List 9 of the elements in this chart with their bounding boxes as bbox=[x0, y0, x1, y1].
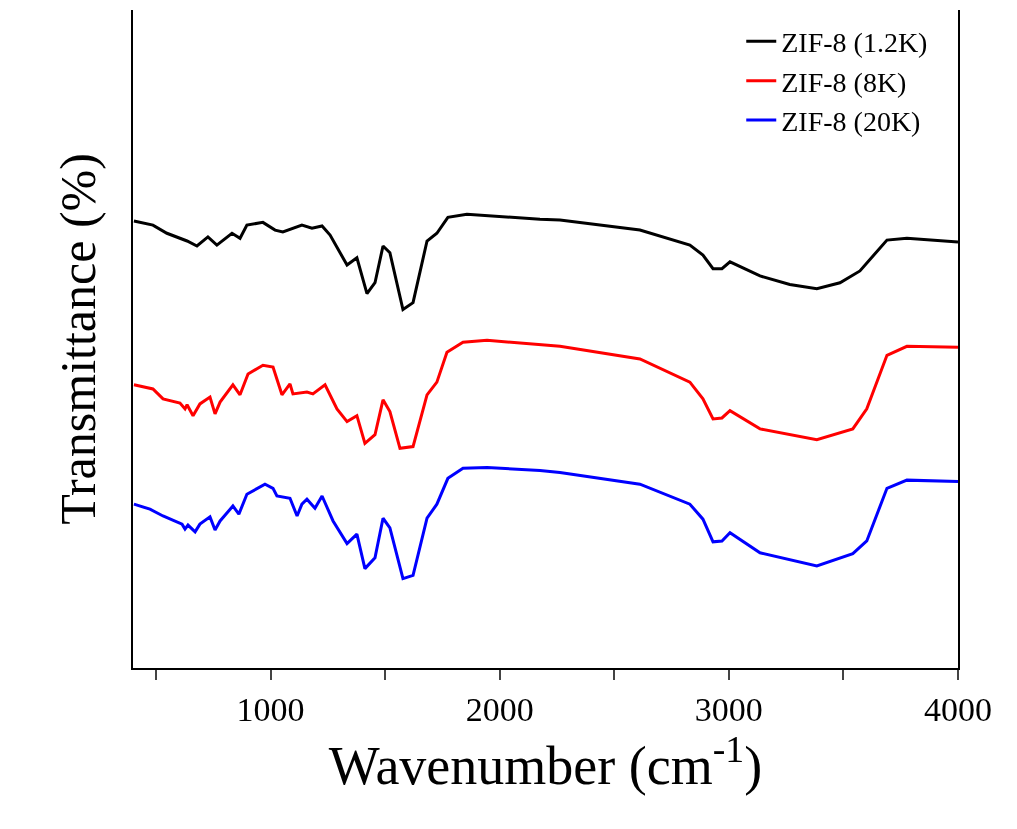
x-tick-label: 2000 bbox=[465, 690, 534, 728]
legend-label: ZIF-8 (8K) bbox=[781, 66, 907, 98]
legend-label: ZIF-8 (1.2K) bbox=[781, 27, 928, 59]
x-tick-label: 1000 bbox=[236, 690, 305, 728]
x-axis-title: Wavenumber (cm$^{-1}$) bbox=[328, 727, 763, 797]
y-axis-title: Transmittance (%) bbox=[49, 153, 106, 525]
legend-label: ZIF-8 (20K) bbox=[781, 106, 921, 137]
x-tick-label: 4000 bbox=[924, 690, 992, 728]
x-tick-label: 3000 bbox=[694, 690, 763, 728]
